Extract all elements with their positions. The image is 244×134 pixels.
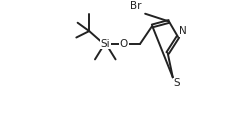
Text: Br: Br: [131, 1, 142, 11]
Text: O: O: [120, 39, 128, 49]
Text: N: N: [179, 26, 187, 36]
Text: S: S: [174, 78, 181, 88]
Text: Si: Si: [101, 39, 110, 49]
